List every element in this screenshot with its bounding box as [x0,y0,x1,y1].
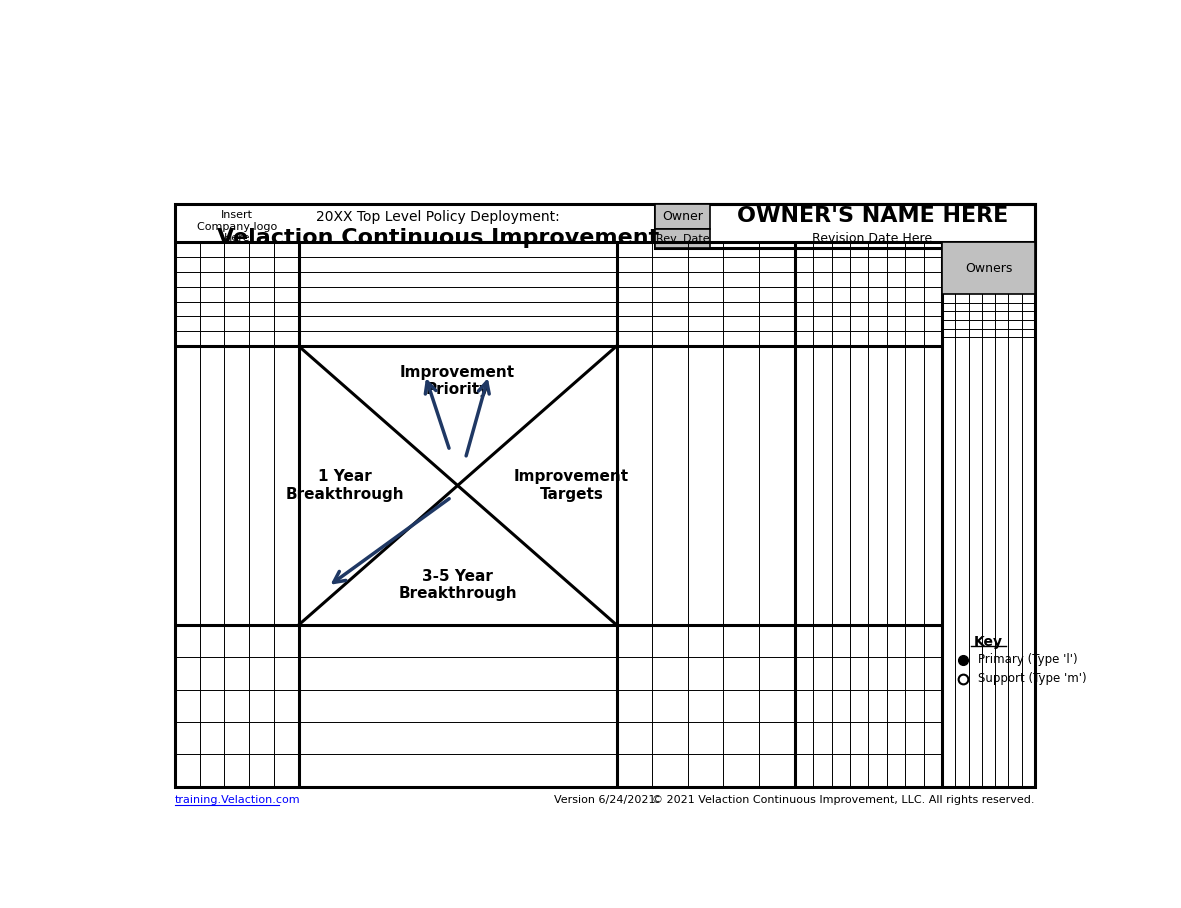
Text: OWNER'S NAME HERE: OWNER'S NAME HERE [737,206,1007,226]
Text: 20XX Top Level Policy Deployment:: 20XX Top Level Policy Deployment: [317,210,560,223]
Text: Improvement
Targets: Improvement Targets [514,469,629,502]
FancyBboxPatch shape [655,229,710,248]
Text: 1 Year
Breakthrough: 1 Year Breakthrough [286,469,405,502]
Text: Support (Type 'm'): Support (Type 'm') [978,672,1087,686]
Text: Owners: Owners [965,262,1012,274]
Text: Revision Date Here: Revision Date Here [813,232,932,245]
Text: Owner: Owner [661,210,703,222]
Text: Insert
Company logo
Here: Insert Company logo Here [196,210,276,243]
Text: 3-5 Year
Breakthrough: 3-5 Year Breakthrough [398,568,517,601]
Text: © 2021 Velaction Continuous Improvement, LLC. All rights reserved.: © 2021 Velaction Continuous Improvement,… [652,795,1035,805]
Text: Velaction Continuous Improvement: Velaction Continuous Improvement [217,228,659,248]
FancyBboxPatch shape [655,203,710,229]
Text: training.Velaction.com: training.Velaction.com [175,795,300,805]
FancyBboxPatch shape [942,242,1035,294]
Text: Rev. Date: Rev. Date [655,233,709,243]
Text: Key: Key [974,635,1003,649]
Text: Improvement
Priority: Improvement Priority [400,365,515,397]
Text: Primary (Type 'l'): Primary (Type 'l') [978,653,1078,666]
Text: Version 6/24/2021: Version 6/24/2021 [554,795,655,805]
